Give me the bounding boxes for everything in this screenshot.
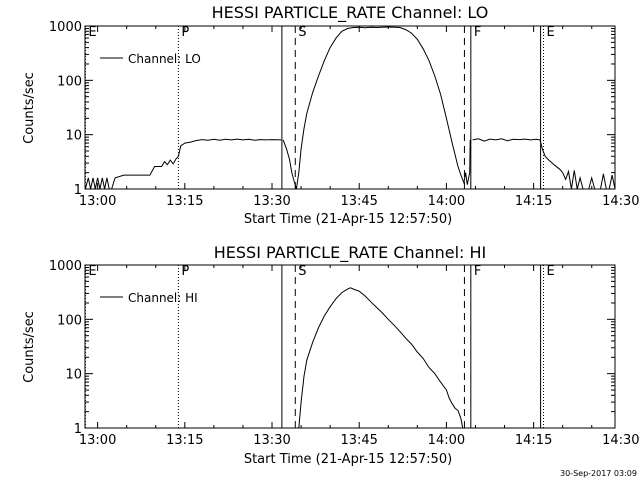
y-tick-label: 1 (74, 422, 82, 437)
y-tick-label: 10 (65, 368, 82, 383)
x-tick-label: 13:45 (340, 433, 377, 448)
plot-frame (84, 264, 616, 429)
x-tick-label: 13:45 (340, 194, 377, 209)
y-axis-label: Counts/sec (22, 311, 37, 383)
x-tick-label: 14:15 (515, 433, 552, 448)
y-tick-label: 100 (57, 313, 82, 328)
y-tick-label: 10 (65, 129, 82, 144)
event-marker-label: F (474, 25, 481, 40)
plot-frame (84, 25, 616, 190)
series-line (84, 138, 282, 190)
event-marker-label: S (298, 25, 306, 40)
y-tick-label: 1000 (49, 259, 82, 274)
chart-panel-hi: HESSI PARTICLE_RATE Channel: HI Counts/s… (22, 243, 640, 467)
series-group (298, 287, 464, 429)
tick-group: 13:00 13:15 13:30 13:45 14:00 14:15 14:30 1 10 10… (49, 259, 640, 448)
event-marker-label: P (181, 264, 189, 279)
x-tick-label: 14:30 (602, 433, 639, 448)
x-tick-label: 14:15 (515, 194, 552, 209)
event-marker-label: E (546, 25, 554, 40)
event-marker-label: E (88, 25, 96, 40)
x-tick-label: 13:30 (253, 433, 290, 448)
series-line (282, 26, 471, 190)
legend-label: Channel: HI (128, 291, 198, 305)
event-marker-label: E (88, 264, 96, 279)
x-axis-label: Start Time (21-Apr-15 12:57:50) (244, 452, 452, 467)
y-axis-label: Counts/sec (22, 72, 37, 144)
footer-timestamp: 30-Sep-2017 03:09 (560, 469, 637, 478)
y-tick-label: 100 (57, 74, 82, 89)
legend-label: Channel: LO (128, 52, 201, 66)
x-tick-label: 13:15 (166, 194, 203, 209)
event-marker-label: E (546, 264, 554, 279)
x-tick-label: 13:15 (166, 433, 203, 448)
x-tick-label: 14:00 (428, 194, 465, 209)
series-line (298, 287, 464, 429)
x-tick-label: 14:00 (428, 433, 465, 448)
x-tick-label: 13:00 (79, 433, 116, 448)
event-marker-label: F (474, 264, 481, 279)
x-tick-label: 13:00 (79, 194, 116, 209)
x-tick-label: 13:30 (253, 194, 290, 209)
tick-group: 13:00 13:15 13:30 13:45 14:00 14:15 14:30 1 10 10… (49, 20, 640, 209)
chart-panel-lo: HESSI PARTICLE_RATE Channel: LO Counts/s… (22, 3, 640, 227)
y-tick-label: 1 (74, 183, 82, 198)
event-marker-label: S (298, 264, 306, 279)
chart-title: HESSI PARTICLE_RATE Channel: HI (214, 243, 487, 263)
x-tick-label: 14:30 (602, 194, 639, 209)
y-tick-label: 1000 (49, 20, 82, 35)
x-axis-label: Start Time (21-Apr-15 12:57:50) (244, 212, 452, 227)
event-marker-label: P (181, 25, 189, 40)
chart-title: HESSI PARTICLE_RATE Channel: LO (212, 3, 489, 23)
